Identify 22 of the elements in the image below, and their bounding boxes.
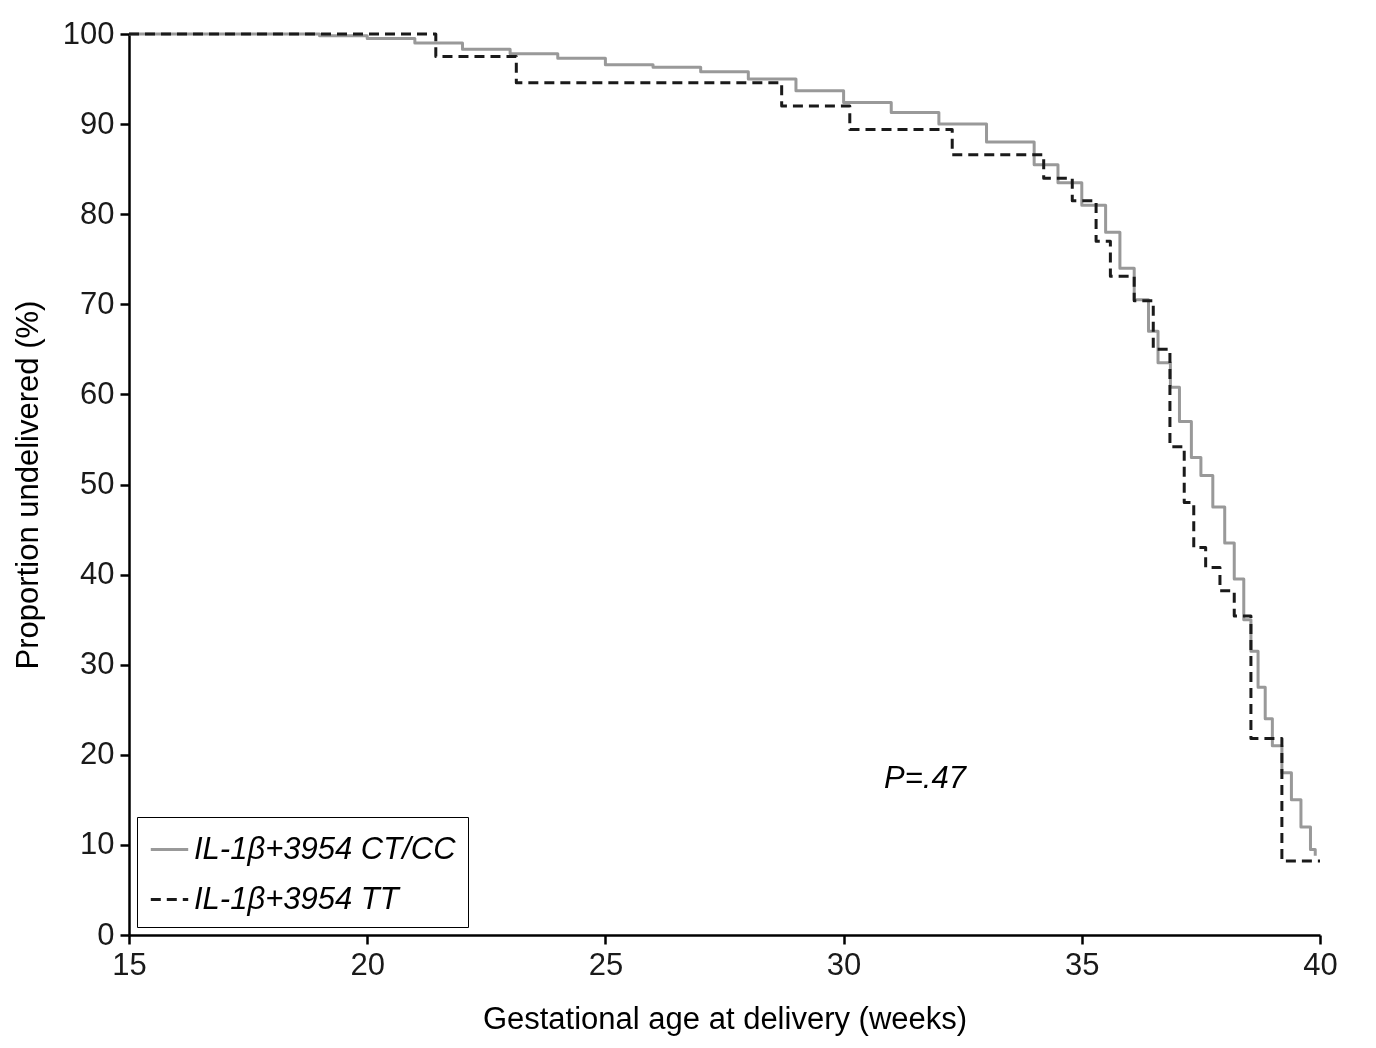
x-tick-label: 20 [350,946,385,982]
x-tick-label: 40 [1303,946,1338,982]
y-axis-title: Proportion undelivered (%) [9,300,45,670]
y-tick-label: 100 [62,15,115,51]
x-tick-label: 30 [826,946,862,982]
x-tick-label: 35 [1065,946,1100,982]
annotation: P=.47 [884,760,968,795]
y-tick-label: 50 [80,466,115,501]
x-tick-label: 15 [112,946,147,982]
y-tick-label: 80 [80,195,115,231]
legend-label: IL-1β+3954 TT [194,880,401,916]
x-tick-label: 25 [588,946,624,982]
x-axis-title: Gestational age at delivery (weeks) [482,1000,968,1036]
y-tick-label: 70 [80,285,115,321]
y-tick-label: 60 [80,375,115,411]
y-tick-label: 40 [80,556,115,592]
y-tick-label: 0 [97,916,115,952]
y-tick-label: 10 [80,826,115,862]
legend-label: IL-1β+3954 CT/CC [194,830,457,866]
y-tick-label: 90 [80,105,115,141]
y-tick-label: 30 [80,646,115,682]
y-tick-label: 20 [80,736,115,772]
